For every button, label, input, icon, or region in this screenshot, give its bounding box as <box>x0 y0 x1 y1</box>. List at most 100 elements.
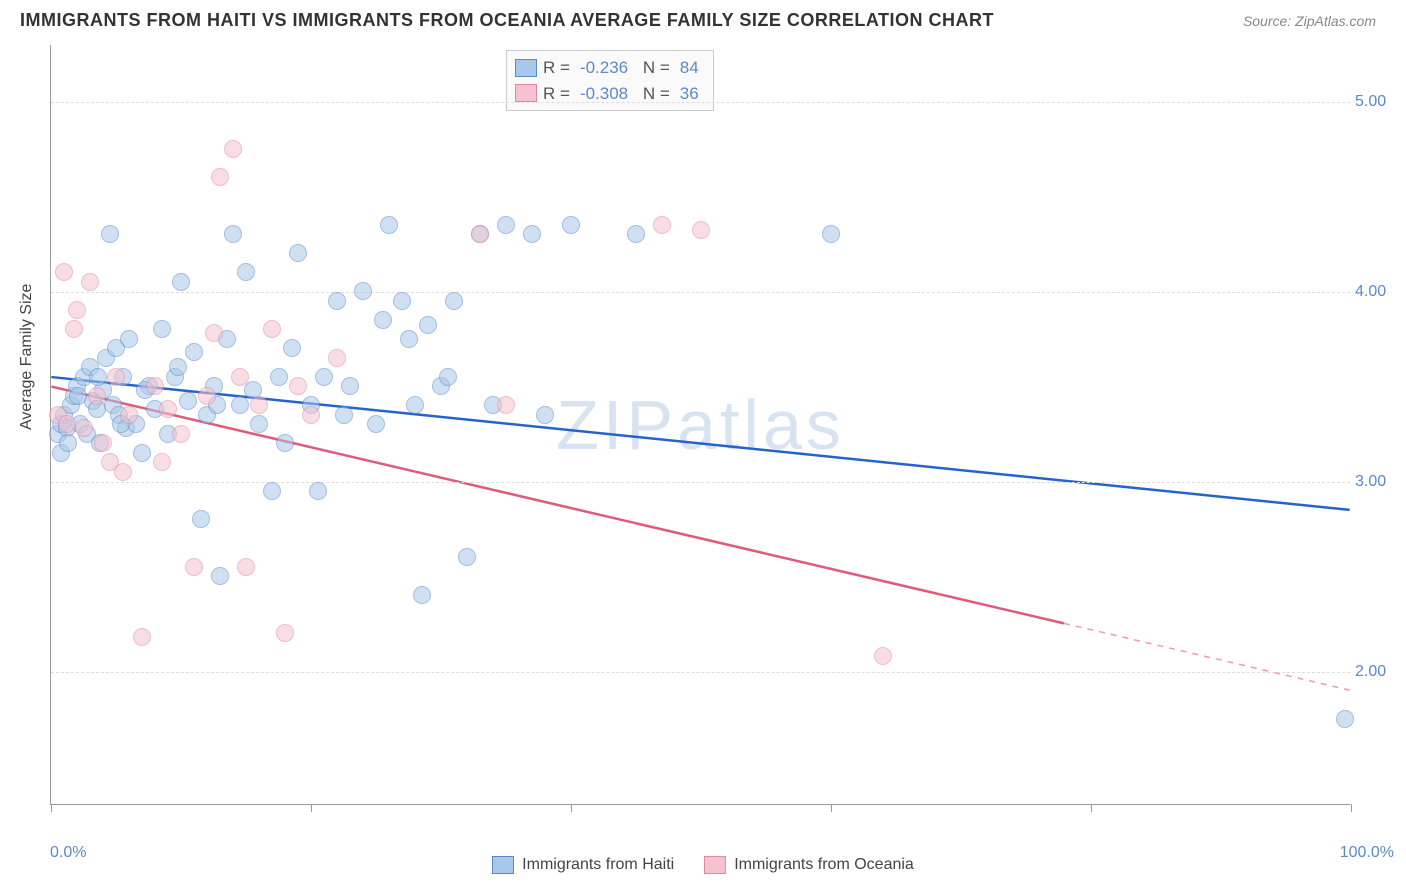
data-point <box>224 140 242 158</box>
y-tick-label: 3.00 <box>1355 473 1406 491</box>
data-point <box>185 343 203 361</box>
stats-legend-row: R =-0.236 N =84 <box>515 55 703 81</box>
data-point <box>65 320 83 338</box>
data-point <box>309 482 327 500</box>
series-legend: Immigrants from Haiti Immigrants from Oce… <box>0 856 1406 874</box>
data-point <box>439 368 457 386</box>
chart-plot-area: ZIPatlas R =-0.236 N =84R =-0.308 N =36 … <box>50 45 1350 805</box>
chart-title: IMMIGRANTS FROM HAITI VS IMMIGRANTS FROM… <box>20 10 994 31</box>
data-point <box>374 311 392 329</box>
data-point <box>497 216 515 234</box>
data-point <box>205 324 223 342</box>
x-tick <box>571 804 572 812</box>
data-point <box>653 216 671 234</box>
data-point <box>315 368 333 386</box>
legend-swatch-icon <box>515 59 537 77</box>
data-point <box>471 225 489 243</box>
data-point <box>413 586 431 604</box>
data-point <box>211 168 229 186</box>
data-point <box>169 358 187 376</box>
data-point <box>289 244 307 262</box>
data-point <box>458 548 476 566</box>
gridline-h <box>51 482 1350 483</box>
data-point <box>341 377 359 395</box>
data-point <box>263 482 281 500</box>
legend-swatch-icon <box>704 856 726 874</box>
data-point <box>159 400 177 418</box>
data-point <box>198 387 216 405</box>
data-point <box>393 292 411 310</box>
data-point <box>263 320 281 338</box>
x-tick <box>1351 804 1352 812</box>
legend-swatch-icon <box>492 856 514 874</box>
series-legend-label: Immigrants from Haiti <box>522 856 674 874</box>
x-tick <box>831 804 832 812</box>
data-point <box>231 396 249 414</box>
data-point <box>276 434 294 452</box>
y-tick-label: 2.00 <box>1355 663 1406 681</box>
data-point <box>445 292 463 310</box>
data-point <box>68 301 86 319</box>
y-axis-label: Average Family Size <box>18 284 36 430</box>
y-tick-label: 4.00 <box>1355 283 1406 301</box>
data-point <box>328 292 346 310</box>
series-legend-label: Immigrants from Oceania <box>734 856 914 874</box>
data-point <box>146 377 164 395</box>
data-point <box>302 406 320 424</box>
data-point <box>289 377 307 395</box>
data-point <box>419 316 437 334</box>
data-point <box>874 647 892 665</box>
data-point <box>562 216 580 234</box>
data-point <box>101 225 119 243</box>
data-point <box>237 263 255 281</box>
data-point <box>75 419 93 437</box>
data-point <box>192 510 210 528</box>
data-point <box>692 221 710 239</box>
data-point <box>367 415 385 433</box>
data-point <box>328 349 346 367</box>
x-tick <box>51 804 52 812</box>
gridline-h <box>51 672 1350 673</box>
data-point <box>224 225 242 243</box>
data-point <box>185 558 203 576</box>
x-tick <box>1091 804 1092 812</box>
gridline-h <box>51 102 1350 103</box>
gridline-h <box>51 292 1350 293</box>
data-point <box>133 444 151 462</box>
data-point <box>120 330 138 348</box>
series-legend-item: Immigrants from Haiti <box>492 856 674 874</box>
data-point <box>354 282 372 300</box>
data-point <box>94 434 112 452</box>
data-point <box>153 320 171 338</box>
data-point <box>133 628 151 646</box>
y-tick-label: 5.00 <box>1355 93 1406 111</box>
watermark-text: ZIPatlas <box>556 385 845 465</box>
data-point <box>89 368 107 386</box>
data-point <box>822 225 840 243</box>
data-point <box>283 339 301 357</box>
data-point <box>172 273 190 291</box>
data-point <box>211 567 229 585</box>
data-point <box>237 558 255 576</box>
data-point <box>59 434 77 452</box>
series-legend-item: Immigrants from Oceania <box>704 856 914 874</box>
data-point <box>107 368 125 386</box>
x-tick <box>311 804 312 812</box>
data-point <box>523 225 541 243</box>
data-point <box>400 330 418 348</box>
data-point <box>172 425 190 443</box>
data-point <box>335 406 353 424</box>
data-point <box>114 463 132 481</box>
data-point <box>270 368 288 386</box>
legend-swatch-icon <box>515 84 537 102</box>
data-point <box>231 368 249 386</box>
data-point <box>627 225 645 243</box>
data-point <box>497 396 515 414</box>
data-point <box>380 216 398 234</box>
data-point <box>536 406 554 424</box>
data-point <box>88 387 106 405</box>
data-point <box>406 396 424 414</box>
data-point <box>55 263 73 281</box>
data-point <box>1336 710 1354 728</box>
data-point <box>250 396 268 414</box>
